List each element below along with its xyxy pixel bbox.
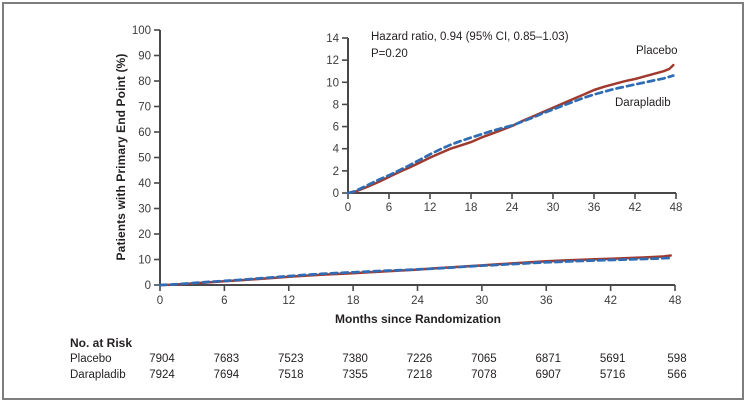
- main-y-tick-label: 80: [138, 76, 151, 88]
- main-y-tick-label: 100: [132, 25, 151, 37]
- risk-row-label-placebo: Placebo: [70, 353, 112, 365]
- main-x-tick-label: 24: [411, 295, 424, 307]
- main-x-tick-label: 42: [604, 295, 617, 307]
- risk-value-placebo-m36: 6871: [535, 353, 562, 365]
- main-x-tick-label: 6: [221, 295, 227, 307]
- risk-value-darapladib-m24: 7218: [406, 369, 433, 381]
- inset-y-tick-label: 2: [333, 166, 339, 178]
- inset-x-tick-label: 6: [386, 202, 392, 214]
- hazard-ratio-annotation: Hazard ratio, 0.94 (95% CI, 0.85–1.03): [371, 31, 569, 43]
- main-x-tick-label: 18: [347, 295, 360, 307]
- inset-y-tick-label: 10: [326, 77, 339, 89]
- inset-y-tick-label: 14: [326, 33, 339, 45]
- y-axis-title: Patients with Primary End Point (%): [114, 53, 128, 261]
- risk-value-placebo-m12: 7523: [277, 353, 304, 365]
- risk-value-placebo-m42: 5691: [599, 353, 626, 365]
- main-x-tick-label: 30: [475, 295, 488, 307]
- main-y-tick-label: 90: [138, 51, 151, 63]
- inset-y-tick-label: 4: [333, 144, 340, 156]
- risk-value-darapladib-m36: 6907: [535, 369, 562, 381]
- inset-x-tick-label: 24: [506, 202, 519, 214]
- inset-x-tick-label: 30: [547, 202, 560, 214]
- risk-value-placebo-m48: 598: [667, 353, 687, 365]
- risk-value-darapladib-m42: 5716: [599, 369, 626, 381]
- inset-x-tick-label: 48: [670, 202, 683, 214]
- inset-x-tick-label: 36: [588, 202, 601, 214]
- main-y-tick-label: 20: [138, 229, 151, 241]
- x-axis-title: Months since Randomization: [334, 312, 502, 326]
- main-x-tick-label: 48: [669, 295, 682, 307]
- inset-y-tick-label: 12: [326, 55, 339, 67]
- risk-table-title: No. at Risk: [70, 336, 133, 350]
- inset-y-tick-label: 6: [333, 122, 339, 134]
- risk-row-label-darapladib: Darapladib: [70, 369, 126, 381]
- main-x-tick-label: 36: [540, 295, 553, 307]
- placebo-curve-label: Placebo: [636, 45, 678, 57]
- risk-value-darapladib-m48: 566: [667, 369, 687, 381]
- main-x-tick-label: 12: [282, 295, 295, 307]
- inset-x-tick-label: 42: [629, 202, 642, 214]
- inset-y-tick-label: 0: [333, 188, 339, 200]
- risk-value-placebo-m6: 7683: [213, 353, 240, 365]
- inset-x-tick-label: 18: [465, 202, 478, 214]
- main-y-tick-label: 70: [138, 102, 151, 114]
- risk-value-darapladib-m0: 7924: [149, 369, 175, 381]
- risk-value-darapladib-m18: 7355: [342, 369, 368, 381]
- risk-value-darapladib-m6: 7694: [213, 369, 240, 381]
- p-value-annotation: P=0.20: [371, 48, 408, 60]
- inset-placebo-curve: [346, 63, 675, 195]
- inset-x-tick-label: 12: [424, 202, 437, 214]
- main-y-tick-label: 60: [138, 127, 151, 139]
- main-y-tick-label: 0: [145, 280, 151, 292]
- risk-value-placebo-m18: 7380: [342, 353, 368, 365]
- risk-value-placebo-m0: 7904: [149, 353, 175, 365]
- main-darapladib-curve: [158, 256, 673, 287]
- inset-darapladib-curve: [346, 74, 675, 195]
- risk-value-darapladib-m12: 7518: [277, 369, 304, 381]
- main-y-tick-label: 50: [138, 153, 151, 165]
- risk-value-placebo-m30: 7065: [471, 353, 497, 365]
- risk-value-placebo-m24: 7226: [406, 353, 433, 365]
- main-y-tick-label: 30: [138, 204, 151, 216]
- main-y-tick-label: 10: [138, 255, 151, 267]
- darapladib-curve-label: Darapladib: [615, 97, 671, 109]
- main-y-tick-label: 40: [138, 178, 151, 190]
- risk-value-darapladib-m30: 7078: [471, 369, 497, 381]
- inset-y-tick-label: 8: [333, 99, 339, 111]
- main-x-tick-label: 0: [157, 295, 163, 307]
- inset-x-tick-label: 0: [345, 202, 351, 214]
